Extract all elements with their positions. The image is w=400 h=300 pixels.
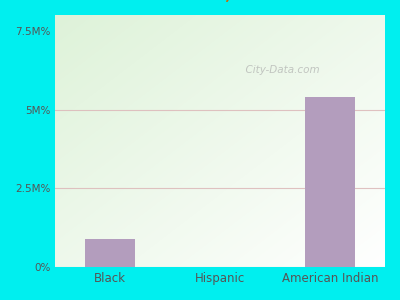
Bar [86,239,135,267]
Text: Wood Lake, MN: Wood Lake, MN [140,0,260,3]
Bar [305,97,355,267]
Text: City-Data.com: City-Data.com [239,65,320,76]
